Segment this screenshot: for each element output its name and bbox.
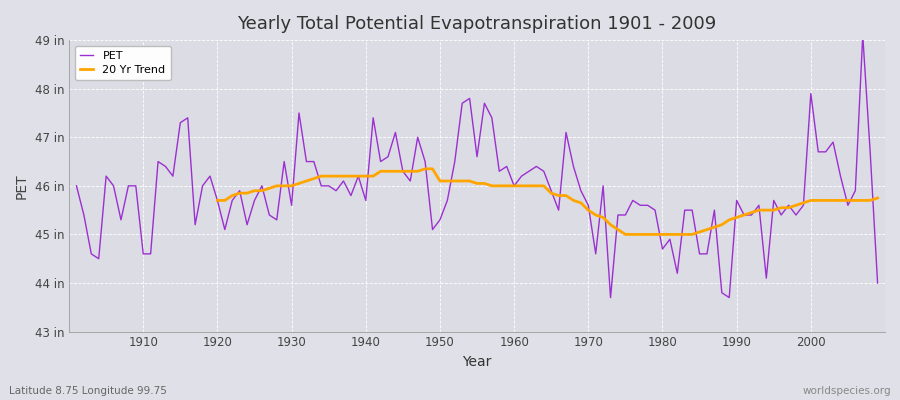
- 20 Yr Trend: [872, 196, 883, 200]
- PET: [501, 164, 512, 169]
- 20 Yr Trend: [212, 198, 223, 203]
- Text: Latitude 8.75 Longitude 99.75: Latitude 8.75 Longitude 99.75: [9, 386, 166, 396]
- 20 Yr Trend: [776, 205, 787, 210]
- PET: [130, 184, 141, 188]
- PET: [508, 184, 519, 188]
- 20 Yr Trend: [858, 198, 868, 203]
- Y-axis label: PET: PET: [15, 173, 29, 199]
- PET: [338, 178, 349, 183]
- PET: [293, 110, 304, 115]
- 20 Yr Trend: [790, 203, 801, 208]
- Line: 20 Yr Trend: 20 Yr Trend: [218, 169, 877, 234]
- PET: [598, 184, 608, 188]
- 20 Yr Trend: [412, 169, 423, 174]
- PET: [858, 33, 868, 38]
- 20 Yr Trend: [301, 178, 311, 183]
- PET: [71, 184, 82, 188]
- Text: worldspecies.org: worldspecies.org: [803, 386, 891, 396]
- Title: Yearly Total Potential Evapotranspiration 1901 - 2009: Yearly Total Potential Evapotranspiratio…: [238, 15, 716, 33]
- Line: PET: PET: [76, 35, 878, 298]
- PET: [605, 295, 616, 300]
- 20 Yr Trend: [687, 232, 698, 237]
- Legend: PET, 20 Yr Trend: PET, 20 Yr Trend: [75, 46, 171, 80]
- X-axis label: Year: Year: [463, 355, 491, 369]
- PET: [872, 281, 883, 286]
- 20 Yr Trend: [419, 166, 430, 171]
- 20 Yr Trend: [620, 232, 631, 237]
